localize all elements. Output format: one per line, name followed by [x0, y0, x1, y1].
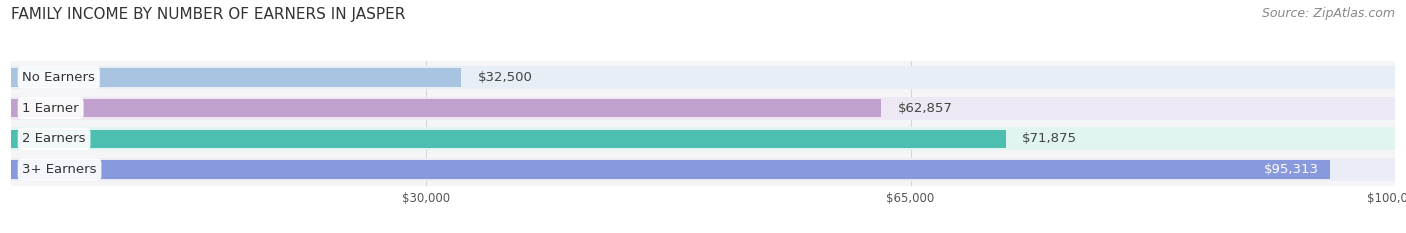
Text: 2 Earners: 2 Earners — [22, 132, 86, 145]
Bar — [11, 97, 1395, 120]
Text: Source: ZipAtlas.com: Source: ZipAtlas.com — [1261, 7, 1395, 20]
Text: $71,875: $71,875 — [1022, 132, 1077, 145]
Bar — [11, 66, 1395, 89]
Text: No Earners: No Earners — [22, 71, 96, 84]
Bar — [11, 68, 461, 87]
Bar — [11, 130, 1005, 148]
Bar — [11, 158, 1395, 181]
Text: $32,500: $32,500 — [478, 71, 533, 84]
Text: 1 Earner: 1 Earner — [22, 102, 79, 115]
Text: FAMILY INCOME BY NUMBER OF EARNERS IN JASPER: FAMILY INCOME BY NUMBER OF EARNERS IN JA… — [11, 7, 405, 22]
Bar — [11, 160, 1330, 179]
Bar — [11, 99, 882, 117]
Text: $95,313: $95,313 — [1264, 163, 1319, 176]
Text: 3+ Earners: 3+ Earners — [22, 163, 97, 176]
Bar — [11, 127, 1395, 150]
Text: $62,857: $62,857 — [897, 102, 952, 115]
